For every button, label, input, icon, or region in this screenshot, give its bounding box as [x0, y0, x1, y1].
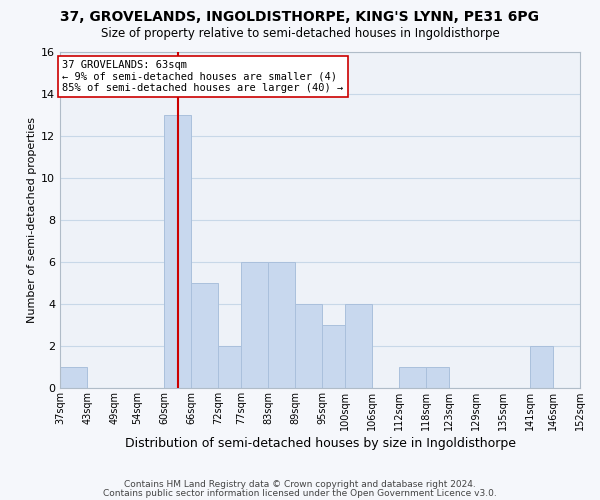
Text: 37 GROVELANDS: 63sqm
← 9% of semi-detached houses are smaller (4)
85% of semi-de: 37 GROVELANDS: 63sqm ← 9% of semi-detach… — [62, 60, 344, 93]
Bar — [427, 367, 449, 388]
Text: Contains HM Land Registry data © Crown copyright and database right 2024.: Contains HM Land Registry data © Crown c… — [124, 480, 476, 489]
Text: 37, GROVELANDS, INGOLDISTHORPE, KING'S LYNN, PE31 6PG: 37, GROVELANDS, INGOLDISTHORPE, KING'S L… — [61, 10, 539, 24]
Bar — [60, 367, 87, 388]
Bar — [241, 262, 268, 388]
Text: Contains public sector information licensed under the Open Government Licence v3: Contains public sector information licen… — [103, 488, 497, 498]
Bar — [322, 325, 345, 388]
Bar — [268, 262, 295, 388]
Y-axis label: Number of semi-detached properties: Number of semi-detached properties — [27, 116, 37, 322]
Bar — [580, 346, 600, 388]
Bar — [399, 367, 427, 388]
Bar — [164, 114, 191, 388]
Bar — [345, 304, 372, 388]
X-axis label: Distribution of semi-detached houses by size in Ingoldisthorpe: Distribution of semi-detached houses by … — [125, 437, 515, 450]
Bar — [218, 346, 241, 388]
Bar — [295, 304, 322, 388]
Bar — [191, 283, 218, 388]
Text: Size of property relative to semi-detached houses in Ingoldisthorpe: Size of property relative to semi-detach… — [101, 28, 499, 40]
Bar — [530, 346, 553, 388]
